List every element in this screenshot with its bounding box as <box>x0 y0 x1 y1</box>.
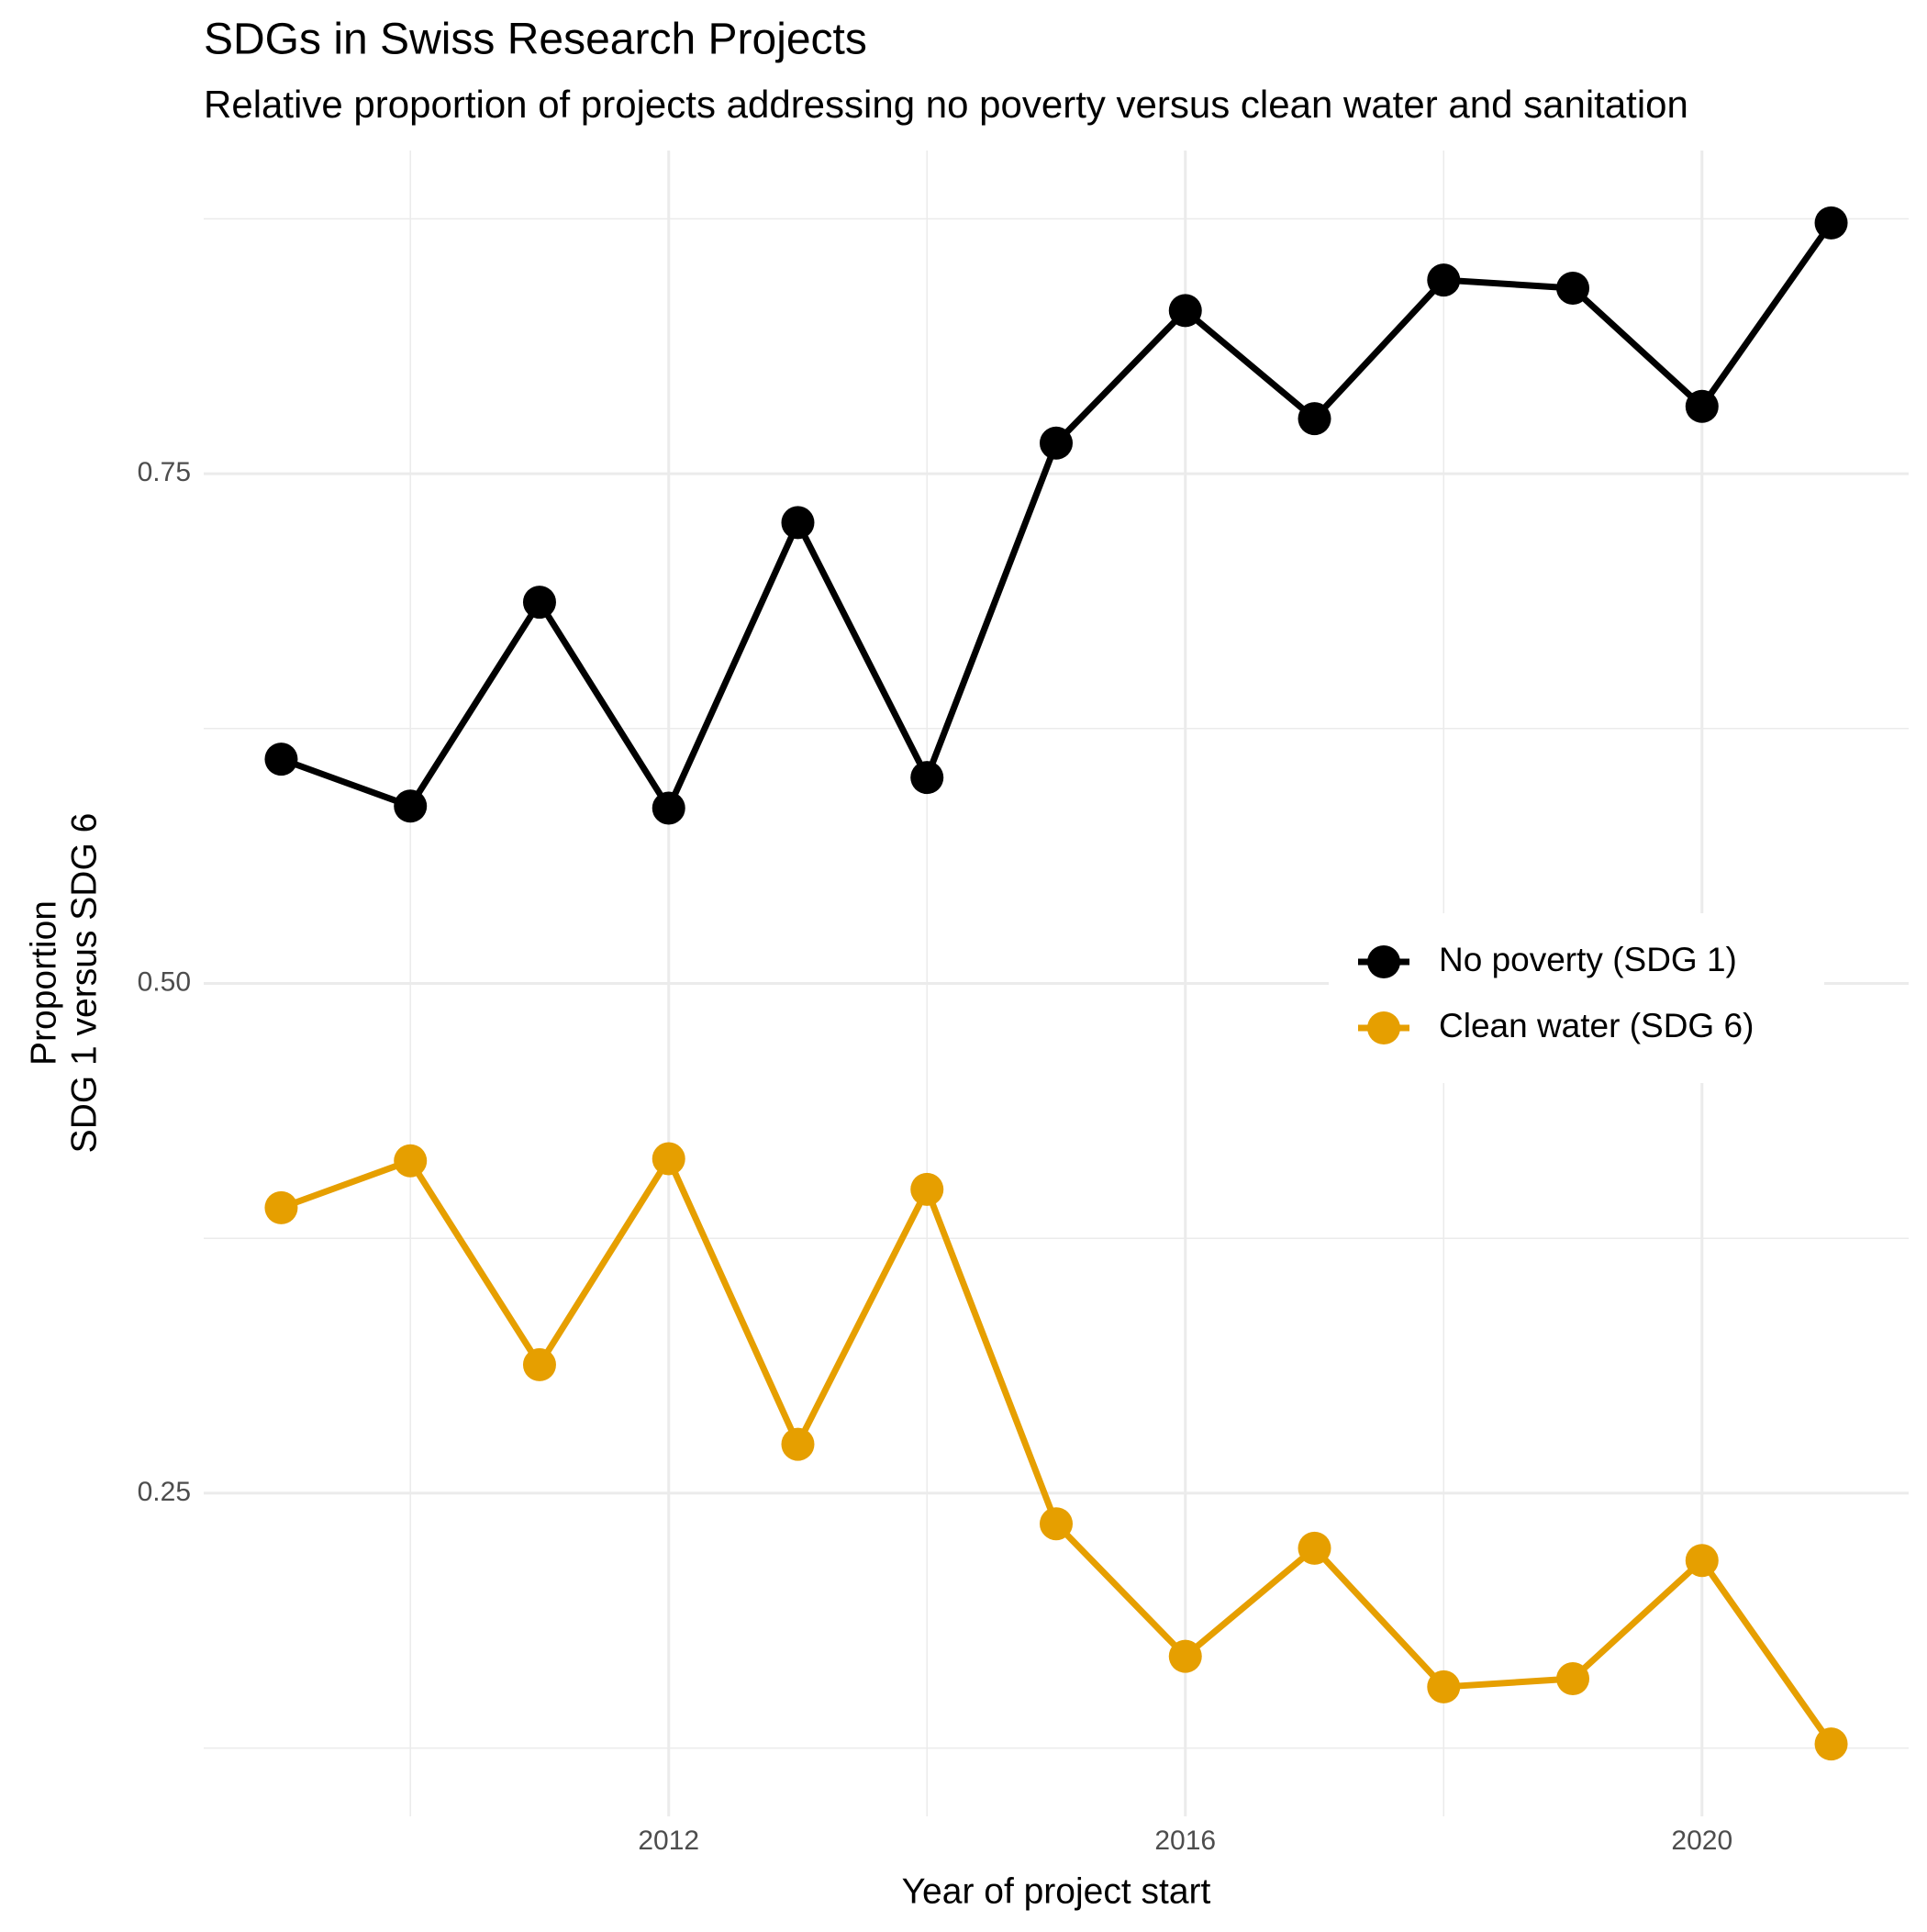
data-point <box>781 506 815 540</box>
chart-subtitle: Relative proportion of projects addressi… <box>204 83 1688 126</box>
data-point <box>1685 389 1719 423</box>
data-point <box>1168 294 1202 328</box>
data-point <box>1298 1531 1331 1565</box>
data-point <box>652 791 685 825</box>
data-point <box>1427 263 1461 297</box>
legend-background <box>1329 913 1824 1083</box>
x-tick-label: 2020 <box>1671 1826 1732 1856</box>
data-point <box>1556 1662 1590 1696</box>
data-point <box>394 789 428 823</box>
data-point <box>1814 206 1848 240</box>
y-tick-label: 0.75 <box>138 457 191 487</box>
data-point <box>264 1190 298 1224</box>
data-point <box>1814 1727 1848 1761</box>
y-axis-title-line: SDG 1 versus SDG 6 <box>64 813 104 1154</box>
y-tick-label: 0.25 <box>138 1477 191 1507</box>
legend: No poverty (SDG 1) Clean water (SDG 6) <box>1329 913 1824 1083</box>
data-point <box>781 1427 815 1461</box>
x-tick-label: 2016 <box>1154 1826 1216 1856</box>
legend-label: No poverty (SDG 1) <box>1439 941 1737 978</box>
x-tick-label: 2012 <box>638 1826 699 1856</box>
legend-key-point <box>1367 1011 1400 1044</box>
data-point <box>1040 426 1073 460</box>
data-point <box>394 1144 428 1178</box>
grid <box>204 151 1909 1816</box>
data-point <box>1685 1544 1719 1578</box>
y-axis-title: Proportion SDG 1 versus SDG 6 <box>24 813 104 1154</box>
chart-title: SDGs in Swiss Research Projects <box>204 16 867 64</box>
data-point <box>1168 1639 1202 1673</box>
data-point <box>522 586 556 620</box>
data-point <box>1556 271 1590 305</box>
data-point <box>264 743 298 776</box>
data-point <box>1040 1507 1073 1541</box>
data-point <box>910 1172 944 1206</box>
data-point <box>910 761 944 795</box>
y-tick-label: 0.50 <box>138 966 191 997</box>
legend-label: Clean water (SDG 6) <box>1439 1007 1754 1044</box>
plot-marks <box>264 206 1848 1761</box>
legend-key-point <box>1367 945 1400 978</box>
x-axis-title: Year of project start <box>902 1871 1211 1911</box>
data-point <box>1427 1670 1461 1703</box>
data-point <box>1298 402 1331 436</box>
y-axis-title-line: Proportion <box>24 900 63 1066</box>
data-point <box>522 1347 556 1381</box>
data-point <box>652 1142 685 1176</box>
